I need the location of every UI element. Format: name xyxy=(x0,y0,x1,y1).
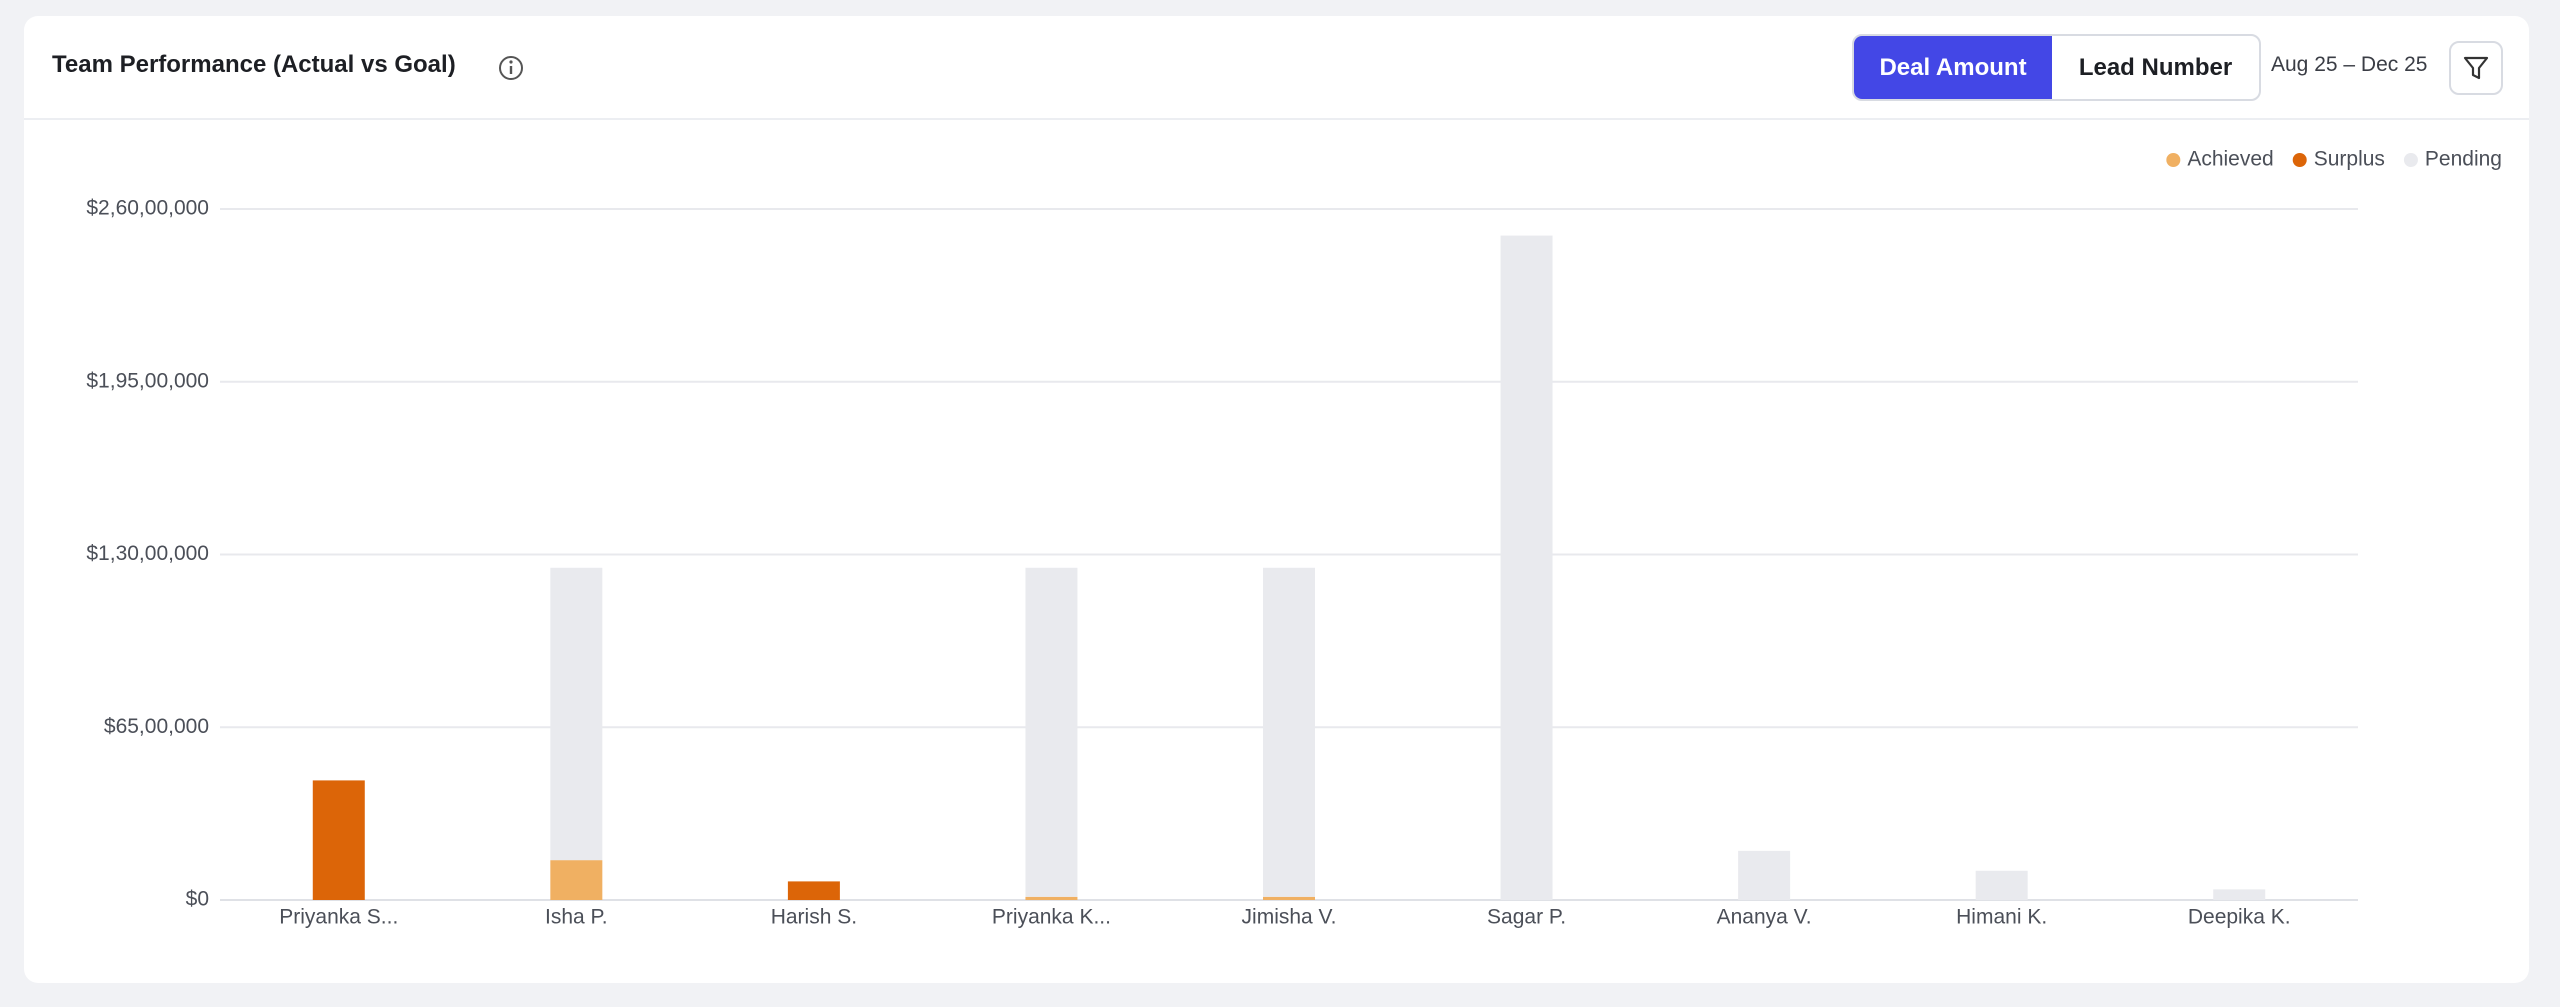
bar-segment xyxy=(787,881,840,900)
bar-segment xyxy=(1025,567,1078,897)
header: Team Performance (Actual vs Goal) Deal A… xyxy=(24,16,2529,120)
x-tick-label: Ananya V. xyxy=(1717,906,1812,929)
x-tick-label: Himani K. xyxy=(1956,906,2047,929)
y-tick-label: $1,30,00,000 xyxy=(86,542,209,565)
legend-swatch[interactable] xyxy=(2292,153,2307,167)
filter-icon xyxy=(2463,56,2489,80)
y-tick-label: $1,95,00,000 xyxy=(86,369,209,392)
x-tick-label: Priyanka K... xyxy=(992,906,1111,929)
bar-segment xyxy=(1263,567,1315,897)
y-tick-label: $65,00,000 xyxy=(104,715,209,738)
x-tick-label: Deepika K. xyxy=(2188,906,2291,929)
bar-segment xyxy=(1500,235,1553,901)
x-tick-label: Jimisha V. xyxy=(1242,906,1337,929)
bar-segment xyxy=(312,780,365,900)
date-range[interactable]: Aug 25 – Dec 25 xyxy=(2271,53,2428,76)
info-icon[interactable] xyxy=(497,54,525,82)
legend-label: Pending xyxy=(2425,148,2502,171)
y-tick-label: $0 xyxy=(186,888,209,911)
title: Team Performance (Actual vs Goal) xyxy=(52,51,456,78)
x-tick-label: Priyanka S... xyxy=(279,906,398,929)
x-tick-label: Isha P. xyxy=(545,906,608,929)
y-tick-label: $2,60,00,000 xyxy=(86,197,209,220)
bar-segment xyxy=(550,567,603,861)
toggle-button[interactable]: Deal Amount xyxy=(1854,36,2052,99)
bar-segment xyxy=(550,860,603,900)
bar-segment xyxy=(1975,870,2028,900)
bar-segment xyxy=(1738,850,1791,900)
x-tick-label: Sagar P. xyxy=(1487,906,1566,929)
legend-swatch[interactable] xyxy=(2166,153,2181,167)
x-tick-label: Harish S. xyxy=(771,906,857,929)
legend-label: Surplus xyxy=(2314,148,2385,171)
bar-segment xyxy=(1025,896,1078,900)
toggle-button[interactable]: Lead Number xyxy=(2078,53,2233,81)
bar-segment xyxy=(2213,889,2266,900)
legend-swatch[interactable] xyxy=(2403,153,2418,167)
filter-button[interactable] xyxy=(2449,41,2503,95)
bar-segment xyxy=(1263,896,1315,900)
toggle: Deal Amount Lead Number xyxy=(1852,34,2261,101)
legend-label: Achieved xyxy=(2187,148,2273,171)
